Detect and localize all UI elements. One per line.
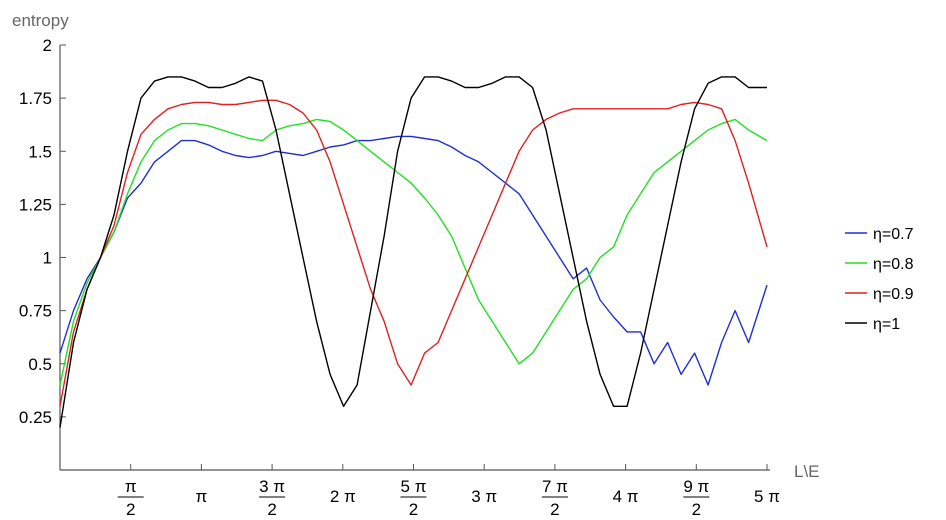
- x-tick-denominator: 2: [550, 500, 559, 519]
- x-tick-denominator: 2: [126, 500, 135, 519]
- y-ticks: 0.25 0.5 0.75 1 1.25 1.5 1.75 2: [19, 36, 66, 427]
- x-tick-label: 3 π: [471, 487, 497, 506]
- x-tick-denominator: 2: [267, 500, 276, 519]
- y-tick-label: 1.75: [19, 89, 52, 108]
- series-line-2: [59, 99, 768, 407]
- y-tick-label: 1: [43, 249, 52, 268]
- x-tick-denominator: 2: [409, 500, 418, 519]
- y-tick-label: 2: [43, 36, 52, 55]
- y-tick-label: 1.5: [28, 142, 52, 161]
- x-tick-numerator: 7 π: [542, 477, 568, 496]
- y-tick-label: 0.5: [28, 355, 52, 374]
- legend: η=0.7 η=0.8 η=0.9 η=1: [845, 226, 914, 333]
- series-layer: [59, 76, 768, 428]
- legend-label: η=1: [873, 316, 900, 333]
- x-tick-label: π: [196, 487, 208, 506]
- x-tick-label: 4 π: [613, 487, 639, 506]
- x-tick-label: 5 π: [754, 487, 780, 506]
- legend-label: η=0.7: [873, 226, 914, 243]
- x-tick-label: 2 π: [330, 487, 356, 506]
- series-line-3: [59, 76, 767, 428]
- axes: entropy L\E: [12, 11, 820, 481]
- y-tick-label: 1.25: [19, 195, 52, 214]
- series-line-0: [59, 135, 768, 386]
- x-ticks: π 2 π 3 π 2 2 π 5 π 2 3 π 7 π 2 4 π 9 π 2 5 π: [117, 464, 780, 519]
- series-line-1: [59, 118, 768, 386]
- y-tick-label: 0.25: [19, 408, 52, 427]
- y-tick-label: 0.75: [19, 302, 52, 321]
- legend-label: η=0.9: [873, 286, 914, 303]
- x-tick-numerator: 9 π: [683, 477, 709, 496]
- y-axis-title: entropy: [12, 11, 69, 30]
- x-tick-numerator: π: [125, 477, 137, 496]
- x-tick-numerator: 5 π: [401, 477, 427, 496]
- x-tick-denominator: 2: [692, 500, 701, 519]
- x-tick-numerator: 3 π: [259, 477, 285, 496]
- legend-label: η=0.8: [873, 256, 914, 273]
- x-axis-title: L\E: [794, 462, 820, 481]
